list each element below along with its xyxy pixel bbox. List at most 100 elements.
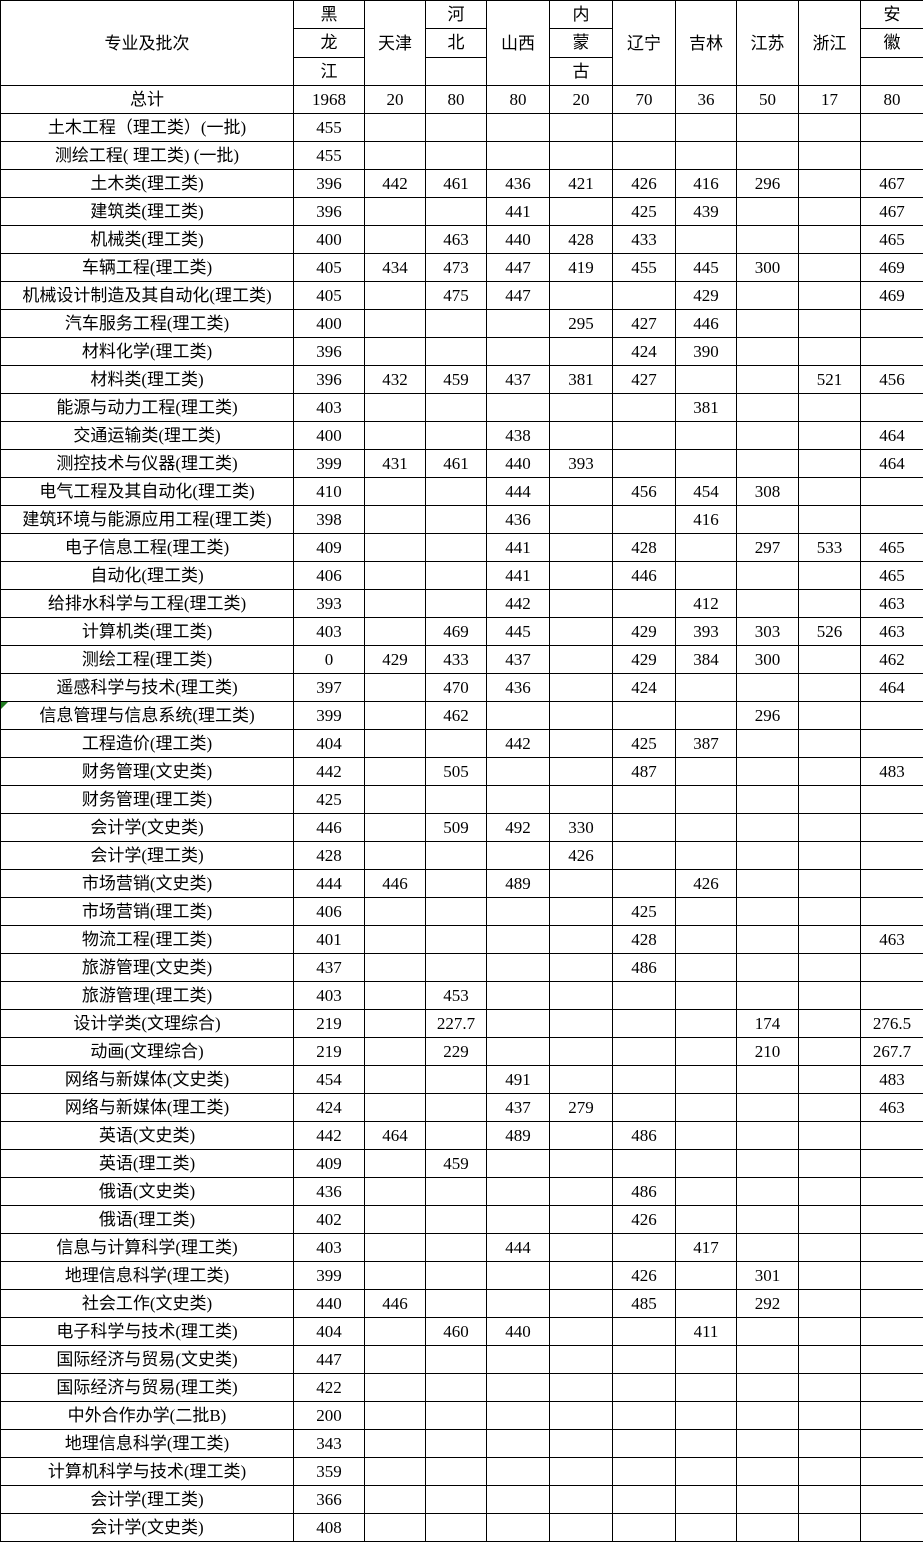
score-cell: [550, 1178, 613, 1206]
score-cell: 390: [676, 338, 737, 366]
score-cell: [613, 506, 676, 534]
score-cell: 411: [676, 1318, 737, 1346]
row-label: 交通运输类(理工类): [1, 422, 294, 450]
score-cell: [550, 954, 613, 982]
score-cell: [861, 142, 923, 170]
score-cell: [737, 1458, 799, 1486]
score-cell: [426, 478, 487, 506]
score-cell: [365, 1262, 426, 1290]
score-cell: [737, 1430, 799, 1458]
score-cell: [799, 1318, 861, 1346]
score-cell: [799, 1514, 861, 1542]
score-cell: 436: [487, 506, 550, 534]
score-cell: [365, 1178, 426, 1206]
score-cell: [799, 1486, 861, 1514]
row-label: 信息与计算科学(理工类): [1, 1234, 294, 1262]
table-row: 国际经济与贸易(理工类)422: [1, 1374, 923, 1402]
row-label: 测控技术与仪器(理工类): [1, 450, 294, 478]
province-name-stacked: 内蒙古: [550, 1, 612, 85]
score-cell: [676, 366, 737, 394]
row-label: 地理信息科学(理工类): [1, 1430, 294, 1458]
score-cell: [737, 226, 799, 254]
score-cell: [799, 954, 861, 982]
score-cell: [799, 198, 861, 226]
score-cell: [676, 1374, 737, 1402]
score-cell: [613, 1402, 676, 1430]
score-cell: [365, 618, 426, 646]
score-cell: 174: [737, 1010, 799, 1038]
score-cell: 398: [294, 506, 365, 534]
score-cell: [737, 1178, 799, 1206]
score-cell: 465: [861, 562, 923, 590]
score-cell: [799, 1178, 861, 1206]
score-cell: [487, 1374, 550, 1402]
score-cell: 447: [487, 282, 550, 310]
score-cell: [426, 562, 487, 590]
score-cell: [737, 674, 799, 702]
score-cell: [550, 870, 613, 898]
score-cell: 409: [294, 534, 365, 562]
score-cell: [676, 1038, 737, 1066]
score-cell: [365, 702, 426, 730]
score-cell: 445: [487, 618, 550, 646]
score-cell: [426, 422, 487, 450]
score-cell: [676, 702, 737, 730]
score-cell: 397: [294, 674, 365, 702]
score-cell: [426, 1178, 487, 1206]
score-cell: [550, 898, 613, 926]
score-cell: [426, 1514, 487, 1542]
score-cell: 393: [550, 450, 613, 478]
score-cell: [676, 758, 737, 786]
score-cell: 505: [426, 758, 487, 786]
score-cell: 489: [487, 1122, 550, 1150]
score-cell: 308: [737, 478, 799, 506]
score-cell: 396: [294, 170, 365, 198]
score-cell: [676, 1010, 737, 1038]
score-cell: [737, 1234, 799, 1262]
score-cell: 441: [487, 562, 550, 590]
score-cell: [737, 814, 799, 842]
score-cell: [426, 898, 487, 926]
score-cell: 359: [294, 1458, 365, 1486]
score-cell: 462: [861, 646, 923, 674]
score-cell: 533: [799, 534, 861, 562]
score-cell: [487, 1458, 550, 1486]
row-label: 设计学类(文理综合): [1, 1010, 294, 1038]
row-label: 旅游管理(文史类): [1, 954, 294, 982]
score-cell: [737, 758, 799, 786]
score-cell: [550, 338, 613, 366]
score-cell: 486: [613, 954, 676, 982]
score-cell: 447: [487, 254, 550, 282]
score-cell: [426, 142, 487, 170]
score-cell: 463: [861, 1094, 923, 1122]
score-cell: 463: [426, 226, 487, 254]
score-cell: 219: [294, 1010, 365, 1038]
score-cell: [487, 1290, 550, 1318]
row-label: 材料化学(理工类): [1, 338, 294, 366]
province-name-char: 龙: [294, 29, 364, 57]
score-cell: [799, 226, 861, 254]
score-cell: [365, 898, 426, 926]
row-label: 总计: [1, 86, 294, 114]
score-cell: [426, 1402, 487, 1430]
score-cell: 460: [426, 1318, 487, 1346]
score-cell: [861, 1122, 923, 1150]
score-cell: [550, 786, 613, 814]
score-cell: [737, 394, 799, 422]
score-cell: [676, 954, 737, 982]
score-cell: [365, 982, 426, 1010]
score-cell: [426, 114, 487, 142]
score-cell: [861, 1514, 923, 1542]
score-cell: [799, 282, 861, 310]
score-cell: [426, 534, 487, 562]
score-cell: 426: [613, 1206, 676, 1234]
score-cell: [426, 870, 487, 898]
